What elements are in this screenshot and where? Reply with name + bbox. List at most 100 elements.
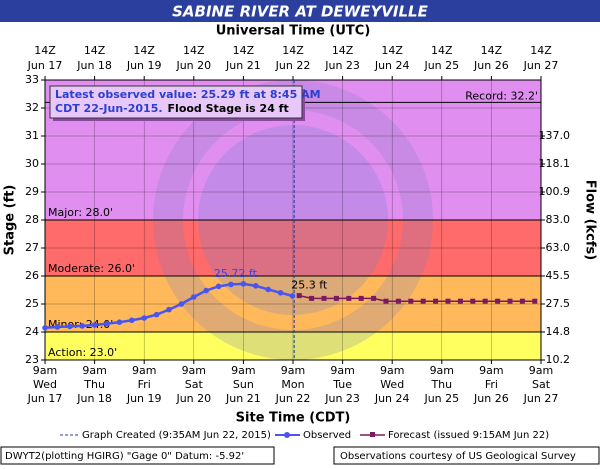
x-tick-label: Jun 22 bbox=[275, 392, 311, 405]
x-tick-label: 9am bbox=[82, 364, 106, 377]
y-tick-label: 23 bbox=[25, 353, 39, 366]
data-point bbox=[383, 298, 389, 304]
value-label: 25.72 ft bbox=[214, 267, 258, 280]
top-tick-label: 14Z bbox=[84, 44, 106, 57]
info-text: Latest observed value: 25.29 ft at 8:45 … bbox=[55, 88, 321, 101]
x-tick-label: Fri bbox=[485, 378, 498, 391]
legend-label: Observed bbox=[303, 430, 351, 441]
y-tick-label: 31 bbox=[25, 129, 39, 142]
top-tick-label: 14Z bbox=[282, 44, 304, 57]
plot-area: Major: 28.0'Moderate: 26.0'Minor: 24.0'A… bbox=[25, 44, 570, 405]
x-tick-label: Jun 18 bbox=[76, 392, 112, 405]
data-point bbox=[321, 295, 327, 301]
data-point bbox=[215, 283, 222, 290]
data-point bbox=[519, 298, 525, 304]
data-point bbox=[79, 323, 85, 329]
x-tick-label: Wed bbox=[33, 378, 57, 391]
legend: Graph Created (9:35AM Jun 22, 2015) Obse… bbox=[60, 430, 549, 441]
x-tick-label: Jun 20 bbox=[175, 392, 211, 405]
y2-tick-label: 27.5 bbox=[546, 297, 571, 310]
top-tick-label: Jun 21 bbox=[225, 59, 261, 72]
x-tick-label: 9am bbox=[33, 364, 57, 377]
x-tick-label: 9am bbox=[281, 364, 305, 377]
data-point bbox=[240, 281, 247, 287]
top-tick-label: 14Z bbox=[332, 44, 354, 57]
x-tick-label: Jun 21 bbox=[225, 392, 261, 405]
y-tick-label: 24 bbox=[25, 325, 39, 338]
x-tick-label: Tue bbox=[332, 378, 352, 391]
y2-axis-title: Flow (kcfs) bbox=[583, 180, 598, 260]
x-tick-label: Fri bbox=[138, 378, 151, 391]
data-point bbox=[91, 322, 98, 328]
x-tick-label: Sat bbox=[185, 378, 204, 391]
threshold-label: Action: 23.0' bbox=[48, 346, 117, 359]
y2-tick-label: 137.0 bbox=[539, 129, 571, 142]
data-point bbox=[420, 298, 426, 304]
data-point bbox=[129, 317, 135, 324]
top-tick-label: Jun 23 bbox=[324, 59, 360, 72]
top-tick-label: Jun 18 bbox=[76, 59, 112, 72]
data-point bbox=[333, 295, 339, 301]
x-tick-label: Thu bbox=[83, 378, 105, 391]
x-tick-label: 9am bbox=[182, 364, 206, 377]
top-tick-label: Jun 27 bbox=[523, 59, 559, 72]
y-tick-label: 28 bbox=[25, 213, 39, 226]
y2-tick-label: 83.0 bbox=[546, 213, 571, 226]
y-tick-label: 25 bbox=[25, 297, 39, 310]
flood-band bbox=[45, 332, 541, 360]
data-point bbox=[203, 287, 209, 294]
footer-box bbox=[0, 446, 275, 465]
x-tick-label: 9am bbox=[430, 364, 454, 377]
x-tick-label: Wed bbox=[380, 378, 404, 391]
title-bar bbox=[0, 0, 600, 22]
y-tick-label: 29 bbox=[25, 185, 39, 198]
data-point bbox=[495, 298, 501, 304]
x-tick-label: 9am bbox=[380, 364, 404, 377]
x-tick-label: 9am bbox=[529, 364, 553, 377]
x-tick-label: Thu bbox=[430, 378, 452, 391]
data-point bbox=[358, 295, 364, 301]
info-text: Flood Stage is 24 ft bbox=[168, 102, 289, 115]
data-point bbox=[141, 315, 147, 321]
data-point bbox=[445, 298, 451, 304]
x-tick-label: Jun 27 bbox=[523, 392, 559, 405]
top-tick-label: Jun 22 bbox=[275, 59, 311, 72]
legend-swatch bbox=[370, 432, 375, 437]
data-point bbox=[166, 306, 172, 313]
y-tick-label: 30 bbox=[25, 157, 39, 170]
top-tick-label: 14Z bbox=[481, 44, 503, 57]
legend-label: Forecast (issued 9:15AM Jun 22) bbox=[388, 430, 549, 441]
top-tick-label: Jun 24 bbox=[374, 59, 410, 72]
top-tick-label: 14Z bbox=[34, 44, 56, 57]
x-tick-label: Jun 26 bbox=[473, 392, 509, 405]
data-point bbox=[54, 324, 61, 330]
data-point bbox=[67, 323, 73, 330]
y-tick-label: 33 bbox=[25, 73, 39, 86]
data-point bbox=[470, 298, 476, 304]
data-point bbox=[296, 293, 302, 299]
data-point bbox=[309, 295, 315, 301]
info-box bbox=[49, 85, 303, 119]
top-tick-label: 14Z bbox=[183, 44, 205, 57]
data-point bbox=[289, 293, 296, 299]
data-point bbox=[253, 283, 259, 289]
data-point bbox=[178, 301, 185, 307]
flood-band bbox=[45, 220, 541, 276]
y2-tick-label: 14.8 bbox=[546, 325, 571, 338]
x-tick-label: Jun 24 bbox=[374, 392, 410, 405]
x-axis-title: Site Time (CDT) bbox=[236, 411, 351, 426]
footer-right: Observations courtesy of US Geological S… bbox=[340, 451, 576, 462]
data-point bbox=[42, 325, 48, 331]
flood-band bbox=[45, 276, 541, 332]
top-tick-label: 14Z bbox=[233, 44, 255, 57]
data-point bbox=[433, 298, 439, 304]
chart-title: SABINE RIVER AT DEWEYVILLE bbox=[172, 3, 428, 21]
data-point bbox=[371, 295, 377, 301]
top-tick-label: 14Z bbox=[133, 44, 155, 57]
x-tick-label: 9am bbox=[231, 364, 255, 377]
data-point bbox=[265, 286, 272, 293]
threshold-label: Major: 28.0' bbox=[48, 206, 113, 219]
top-tick-label: 14Z bbox=[381, 44, 403, 57]
y2-tick-label: 63.0 bbox=[546, 241, 571, 254]
